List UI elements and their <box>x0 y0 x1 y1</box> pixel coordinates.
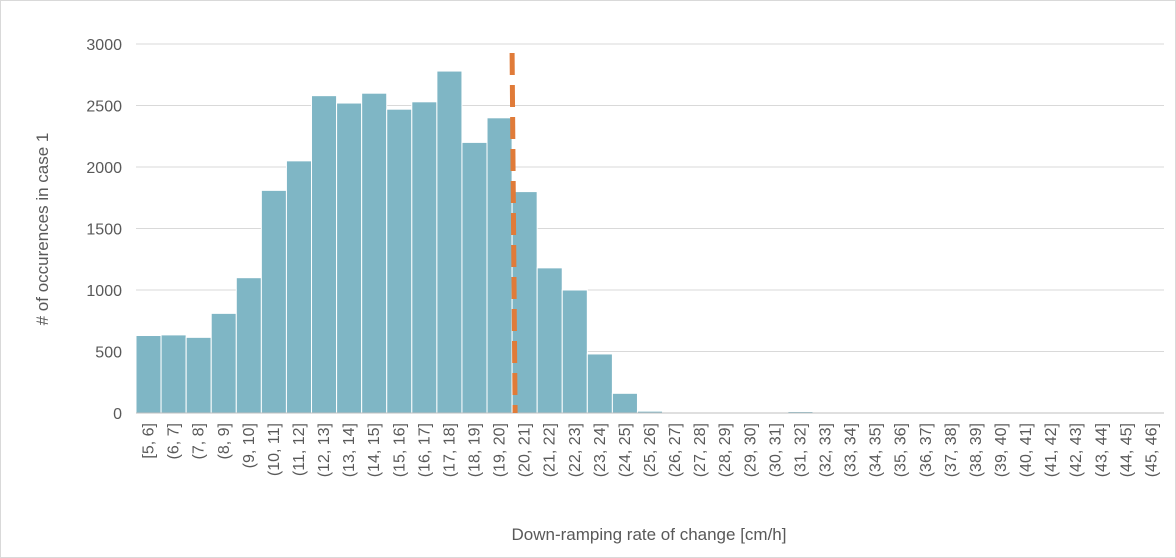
bar <box>260 189 287 414</box>
x-tick-label: (17, 18] <box>441 423 458 477</box>
bar <box>311 95 338 414</box>
x-tick-label: (11, 12] <box>291 423 308 476</box>
x-tick-label: (21, 22] <box>542 423 559 477</box>
x-tick-label: (10, 11] <box>266 423 283 476</box>
x-tick-label: (9, 10] <box>241 423 258 468</box>
y-axis-title: # of occurences in case 1 <box>33 133 52 326</box>
x-tick-label: (42, 43] <box>1068 423 1085 477</box>
y-tick-label: 3000 <box>86 37 122 54</box>
x-tick-label: (39, 40] <box>993 423 1010 477</box>
x-tick-label: (23, 24] <box>592 423 609 477</box>
x-tick-label: (34, 35] <box>868 423 885 477</box>
x-axis-title: Down-ramping rate of change [cm/h] <box>512 525 787 544</box>
x-tick-label: (38, 39] <box>968 423 985 477</box>
bar <box>486 117 513 414</box>
y-tick-label: 0 <box>113 406 122 423</box>
x-tick-label: (24, 25] <box>617 423 634 477</box>
bar <box>536 267 563 414</box>
x-tick-label: (32, 33] <box>818 423 835 477</box>
bar <box>436 70 463 414</box>
x-tick-label: (40, 41] <box>1018 423 1035 477</box>
bar <box>160 334 187 414</box>
x-tick-label: (35, 36] <box>893 423 910 477</box>
bar <box>361 92 388 414</box>
x-tick-label: (6, 7] <box>166 423 183 459</box>
x-tick-label: (36, 37] <box>918 423 935 477</box>
x-tick-label: (7, 8] <box>191 423 208 459</box>
bar <box>586 353 613 414</box>
bars <box>135 70 1165 414</box>
x-tick-label: (16, 17] <box>416 423 433 477</box>
x-tick-label: (20, 21] <box>517 423 534 477</box>
x-tick-label: (12, 13] <box>316 423 333 477</box>
x-tick-label: (33, 34] <box>843 423 860 477</box>
y-tick-label: 2500 <box>86 99 122 116</box>
bar <box>185 336 212 414</box>
x-tick-label: (29, 30] <box>742 423 759 477</box>
bar <box>235 277 262 414</box>
x-tick-label: (43, 44] <box>1093 423 1110 477</box>
x-tick-label: (27, 28] <box>692 423 709 477</box>
y-tick-label: 1500 <box>86 222 122 239</box>
x-tick-label: (8, 9] <box>216 423 233 459</box>
x-tick-label: (41, 42] <box>1043 423 1060 477</box>
bar <box>135 335 162 414</box>
bar <box>210 312 237 414</box>
bar <box>336 102 363 414</box>
y-tick-label: 1000 <box>86 283 122 300</box>
x-tick-label: (28, 29] <box>717 423 734 477</box>
x-tick-label: (15, 16] <box>391 423 408 477</box>
x-tick-label: (45, 46] <box>1143 423 1160 477</box>
x-tick-label: (31, 32] <box>792 423 809 477</box>
x-tick-label: (18, 19] <box>466 423 483 477</box>
x-tick-label: (25, 26] <box>642 423 659 477</box>
bar <box>561 289 588 414</box>
y-tick-label: 2000 <box>86 160 122 177</box>
bar <box>285 160 313 414</box>
x-tick-label: (44, 45] <box>1118 423 1135 477</box>
x-tick-label: (13, 14] <box>341 423 358 477</box>
x-tick-label: (30, 31] <box>767 423 784 477</box>
bar <box>611 392 638 414</box>
y-axis-ticks: 0 500 1000 1500 2000 2500 3000 <box>86 37 122 423</box>
bar <box>461 141 488 414</box>
x-tick-label: (22, 23] <box>567 423 584 477</box>
x-tick-label: (37, 38] <box>943 423 960 477</box>
x-tick-label: (26, 27] <box>667 423 684 477</box>
bar <box>386 108 413 414</box>
x-axis-ticks: [5, 6] (6, 7] (7, 8] (8, 9] (9, 10] (10, 11] (… <box>141 423 1161 477</box>
x-tick-label: [5, 6] <box>141 423 158 459</box>
x-tick-label: (19, 20] <box>492 423 509 477</box>
threshold-line <box>509 52 518 414</box>
y-tick-label: 500 <box>95 345 122 362</box>
bar <box>411 101 438 414</box>
x-tick-label: (14, 15] <box>366 423 383 477</box>
